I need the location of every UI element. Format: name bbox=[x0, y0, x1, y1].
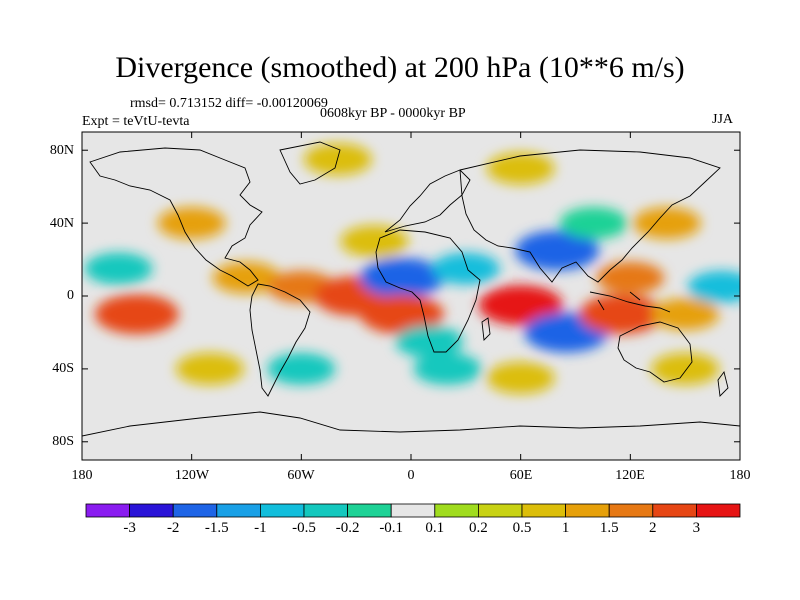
colorbar-label: 0.2 bbox=[469, 520, 488, 536]
coast-madagascar bbox=[481, 317, 491, 341]
lat-label-80s: 80S bbox=[52, 434, 74, 449]
map-title: Divergence (smoothed) at 200 hPa (10**6 … bbox=[115, 51, 685, 84]
coast-australia bbox=[617, 321, 693, 383]
coast-greenland bbox=[279, 141, 341, 185]
colorbar-swatch bbox=[259, 503, 305, 518]
lon-label-60e: 60E bbox=[509, 468, 533, 483]
divergence-region bbox=[395, 325, 464, 358]
colorbar-label: -1 bbox=[254, 520, 267, 536]
colorbar-label: -3 bbox=[123, 520, 136, 536]
colorbar-swatch bbox=[521, 503, 566, 518]
divergence-region bbox=[486, 152, 555, 185]
coast-indonesia bbox=[589, 291, 671, 313]
colorbar-swatch bbox=[303, 503, 348, 518]
divergence-field bbox=[84, 143, 740, 394]
divergence-region bbox=[359, 257, 444, 298]
coast-south-america bbox=[249, 283, 311, 397]
divergence-region bbox=[651, 352, 720, 385]
lon-label-180w: 180 bbox=[71, 468, 93, 483]
divergence-region bbox=[559, 207, 628, 240]
lat-label-80n: 80N bbox=[49, 143, 74, 158]
coast-new-zealand bbox=[717, 370, 729, 397]
colorbar-label: 0.1 bbox=[425, 520, 445, 536]
divergence-region bbox=[596, 261, 665, 294]
colorbar-label: 0.5 bbox=[512, 520, 532, 536]
lat-label-40s: 40S bbox=[52, 361, 74, 376]
colorbar-swatch bbox=[652, 503, 697, 518]
colorbar bbox=[85, 503, 741, 518]
coast-africa bbox=[375, 229, 481, 353]
coast-antarctica bbox=[82, 411, 740, 437]
divergence-region bbox=[303, 143, 372, 176]
colorbar-swatch bbox=[347, 503, 392, 518]
divergence-region bbox=[94, 294, 179, 335]
colorbar-swatch bbox=[390, 503, 436, 518]
colorbar-label: 1 bbox=[561, 520, 570, 536]
colorbar-swatch bbox=[608, 503, 654, 518]
coast-europe bbox=[384, 169, 471, 233]
axis-ticks bbox=[81, 132, 741, 460]
period-text: 0608kyr BP - 0000kyr BP bbox=[320, 106, 466, 121]
colorbar-label: 1.5 bbox=[599, 520, 619, 536]
divergence-region bbox=[175, 352, 244, 385]
lon-label-180e: 180 bbox=[729, 468, 751, 483]
divergence-region bbox=[212, 261, 281, 294]
lon-label-120w: 120W bbox=[174, 468, 210, 483]
divergence-region bbox=[579, 294, 664, 335]
divergence-region bbox=[632, 207, 701, 240]
divergence-region bbox=[478, 285, 563, 326]
colorbar-label: -2 bbox=[166, 520, 180, 536]
stats-text: rmsd= 0.713152 diff= -0.00120069 bbox=[130, 96, 328, 111]
divergence-region bbox=[267, 352, 336, 385]
coast-asia bbox=[459, 149, 721, 283]
colorbar-swatch bbox=[85, 503, 130, 518]
colorbar-label: -0.1 bbox=[379, 520, 404, 536]
colorbar-swatch bbox=[565, 503, 610, 518]
lon-label-120e: 120E bbox=[615, 468, 645, 483]
divergence-region bbox=[486, 362, 555, 394]
divergence-region bbox=[84, 252, 153, 285]
colorbar-swatch bbox=[696, 503, 741, 518]
lon-label-0: 0 bbox=[407, 468, 415, 483]
colorbar-swatch bbox=[434, 503, 479, 518]
divergence-region bbox=[340, 225, 409, 258]
lat-label-40n: 40N bbox=[49, 216, 74, 231]
divergence-region bbox=[515, 230, 600, 271]
experiment-text: Expt = teVtU-tevta bbox=[82, 114, 190, 129]
divergence-region bbox=[687, 270, 740, 303]
divergence-region bbox=[431, 252, 500, 285]
colorbar-swatch bbox=[172, 503, 218, 518]
colorbar-label: 3 bbox=[692, 520, 701, 536]
divergence-region bbox=[413, 352, 482, 385]
coastlines bbox=[82, 141, 740, 437]
colorbar-label: 2 bbox=[649, 520, 657, 536]
divergence-region bbox=[157, 207, 226, 240]
coast-north-america bbox=[89, 147, 263, 287]
colorbar-swatch bbox=[477, 503, 523, 518]
divergence-region bbox=[359, 294, 444, 335]
season-text: JJA bbox=[712, 112, 734, 127]
colorbar-swatch bbox=[216, 503, 261, 518]
colorbar-label: -0.5 bbox=[292, 520, 316, 536]
divergence-region bbox=[651, 298, 720, 331]
lat-label-0: 0 bbox=[67, 288, 74, 303]
colorbar-label: -1.5 bbox=[204, 520, 229, 536]
lon-label-60w: 60W bbox=[287, 468, 315, 483]
colorbar-swatch bbox=[129, 503, 174, 518]
colorbar-label: -0.2 bbox=[335, 520, 360, 536]
